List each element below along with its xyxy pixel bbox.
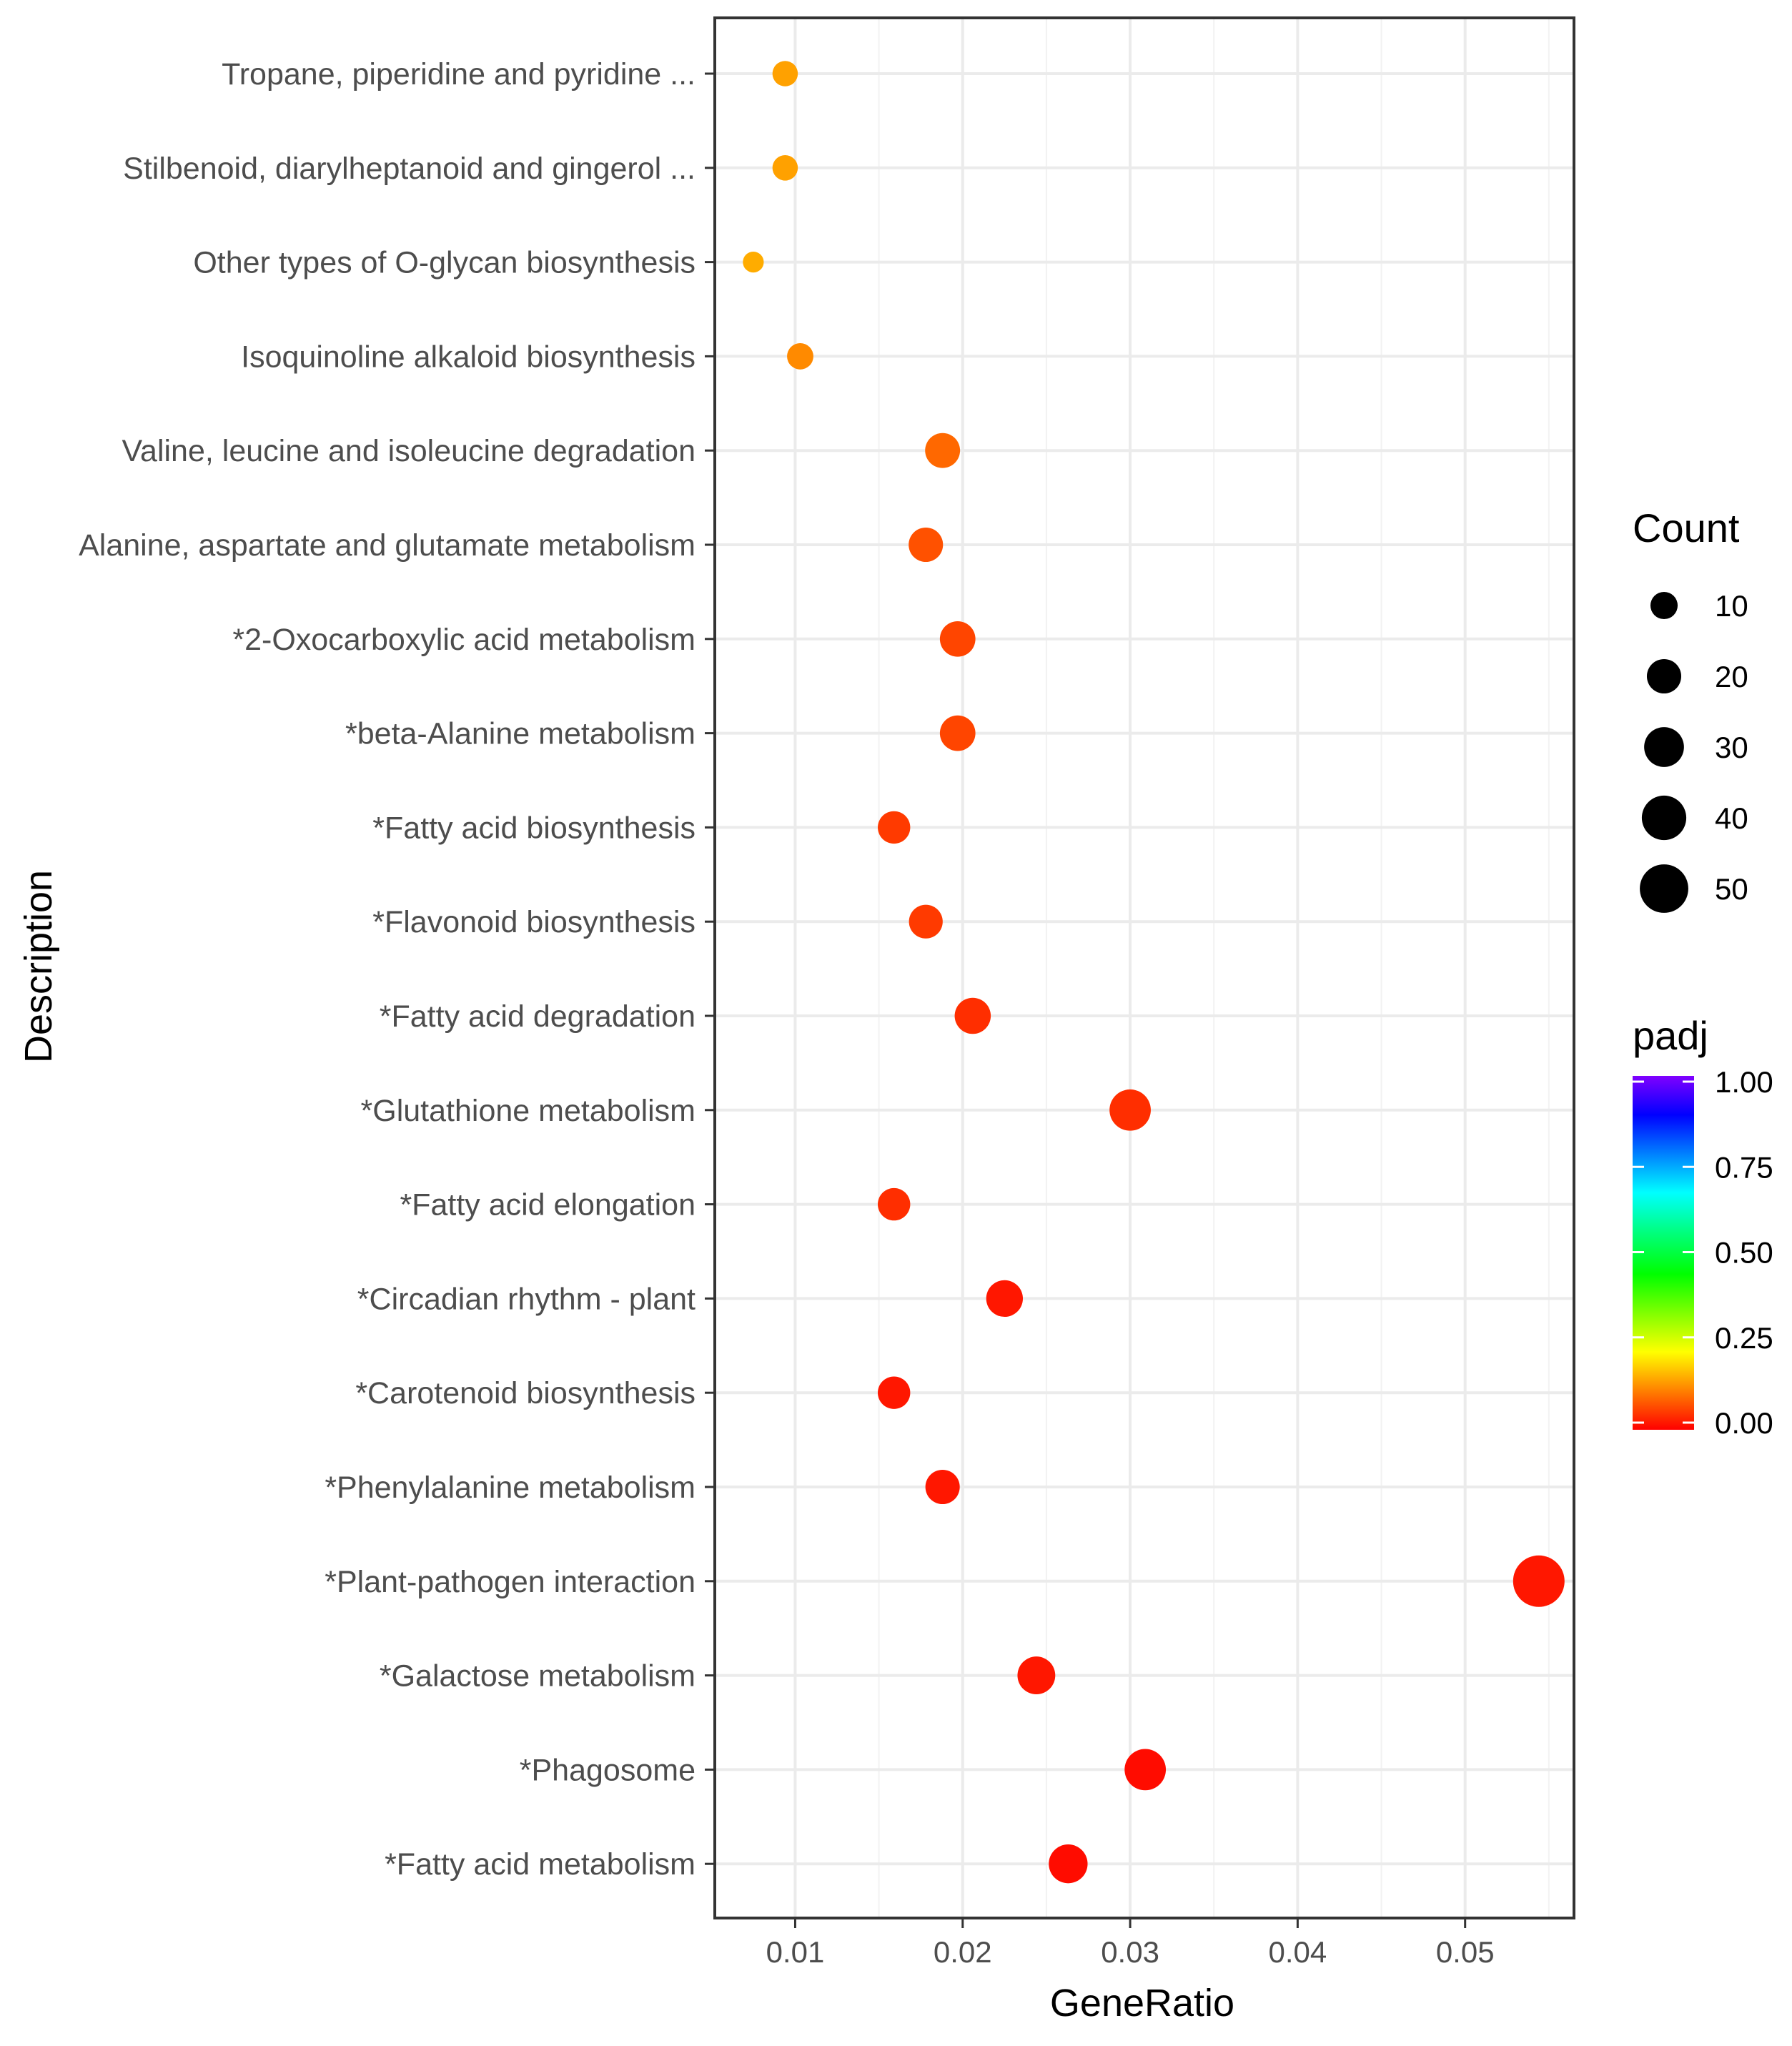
category-label: Stilbenoid, diarylheptanoid and gingerol… [123, 152, 695, 186]
count-legend-label: 40 [1715, 801, 1748, 835]
data-point [1124, 1749, 1167, 1791]
category-label: Other types of O-glycan biosynthesis [193, 246, 695, 280]
colorbar-label: 0.25 [1715, 1321, 1773, 1355]
data-point [743, 251, 764, 273]
x-tick-label: 0.03 [1101, 1935, 1159, 1969]
data-point [878, 1187, 911, 1221]
category-label: *Galactose metabolism [380, 1659, 695, 1694]
plot-panel-border [713, 16, 1575, 1919]
count-legend-key [1644, 727, 1684, 767]
y-axis-labels: Tropane, piperidine and pyridine ... Stil… [79, 57, 695, 1882]
colorbar-label: 1.00 [1715, 1065, 1773, 1099]
category-label: *Fatty acid biosynthesis [372, 811, 695, 845]
x-axis-labels: 0.01 0.02 0.03 0.04 0.05 [766, 1935, 1495, 1969]
data-point [772, 155, 798, 181]
axis-ticks [705, 72, 1467, 1928]
x-tick-label: 0.04 [1269, 1935, 1327, 1969]
x-axis-title: GeneRatio [1050, 1982, 1234, 2025]
category-label: Tropane, piperidine and pyridine ... [222, 57, 695, 92]
padj-legend-title: padj [1633, 1013, 1708, 1058]
category-label: *Phenylalanine metabolism [325, 1471, 695, 1505]
data-point [1017, 1656, 1056, 1695]
count-legend-label: 50 [1715, 872, 1748, 906]
padj-legend: padj 1.00 0.75 0.50 0.25 0.00 [1633, 1013, 1773, 1440]
category-label: *Fatty acid degradation [380, 999, 695, 1034]
data-point [925, 1469, 960, 1505]
data-point [909, 527, 944, 563]
count-legend-key [1646, 658, 1682, 694]
category-label: *Flavonoid biosynthesis [372, 905, 695, 939]
category-label: *Carotenoid biosynthesis [355, 1376, 695, 1410]
category-label: Valine, leucine and isoleucine degradati… [122, 434, 695, 468]
x-tick-label: 0.02 [934, 1935, 992, 1969]
count-legend-label: 10 [1715, 589, 1748, 623]
category-label: *Circadian rhythm - plant [357, 1282, 695, 1316]
colorbar-label: 0.00 [1715, 1406, 1773, 1440]
data-point [878, 1376, 911, 1409]
category-label: Alanine, aspartate and glutamate metabol… [79, 528, 695, 563]
data-point [772, 61, 798, 87]
data-point [939, 715, 976, 751]
count-legend-key [1640, 864, 1688, 913]
count-legend-label: 30 [1715, 731, 1748, 764]
points [743, 61, 1565, 1884]
data-point [878, 811, 911, 844]
data-point [1049, 1844, 1088, 1884]
y-axis-title: Description [17, 870, 60, 1063]
x-tick-label: 0.01 [766, 1935, 825, 1969]
category-label: Isoquinoline alkaloid biosynthesis [241, 340, 695, 374]
category-label: *Fatty acid elongation [400, 1188, 695, 1222]
category-label: *Glutathione metabolism [361, 1094, 695, 1128]
category-label: *Phagosome [520, 1753, 695, 1787]
data-point [909, 904, 943, 939]
data-point [986, 1280, 1024, 1318]
grid-lines [715, 18, 1574, 1918]
data-point [939, 621, 976, 657]
data-point [1109, 1089, 1151, 1131]
category-label: *Plant-pathogen interaction [325, 1565, 695, 1599]
colorbar-label: 0.75 [1715, 1150, 1773, 1184]
category-label: *beta-Alanine metabolism [345, 717, 695, 751]
data-point [954, 997, 991, 1034]
colorbar-label: 0.50 [1715, 1236, 1773, 1270]
category-label: *2-Oxocarboxylic acid metabolism [232, 623, 695, 657]
category-label: *Fatty acid metabolism [385, 1847, 695, 1882]
data-point [787, 342, 813, 370]
data-point [925, 433, 961, 468]
x-tick-label: 0.05 [1436, 1935, 1495, 1969]
data-point [1513, 1555, 1565, 1607]
count-legend-key [1641, 795, 1687, 841]
count-legend-title: Count [1633, 505, 1740, 550]
count-legend-label: 20 [1715, 660, 1748, 693]
count-legend: Count 10 20 30 40 50 [1633, 505, 1748, 913]
count-legend-key [1650, 591, 1678, 620]
